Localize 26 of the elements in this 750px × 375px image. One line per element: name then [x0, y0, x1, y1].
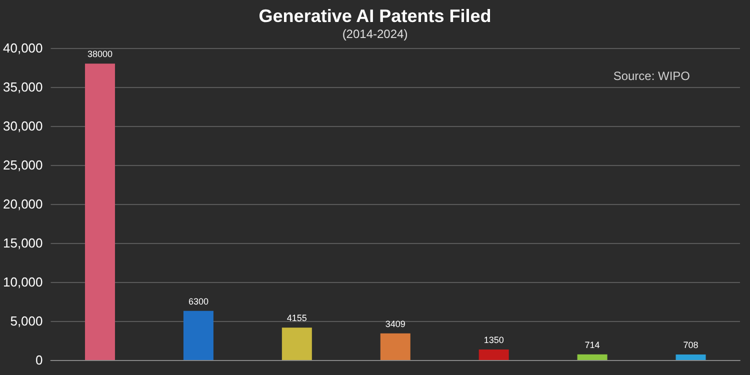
- y-tick-label: 40,000: [2, 40, 43, 56]
- y-tick-label: 10,000: [2, 274, 43, 290]
- data-label: 714: [584, 340, 600, 350]
- y-tick-label: 30,000: [2, 118, 43, 134]
- y-tick-label: 25,000: [2, 158, 43, 172]
- data-label: 6300: [188, 296, 208, 306]
- chart-subtitle: (2014-2024): [342, 27, 408, 41]
- y-tick-label: 15,000: [2, 236, 43, 250]
- y-tick-label: 35,000: [2, 80, 43, 94]
- bar: [676, 354, 706, 360]
- data-label: 38000: [87, 49, 113, 60]
- y-tick-label: 0: [36, 352, 43, 368]
- data-label: 1350: [484, 334, 504, 345]
- bar: [84, 64, 115, 360]
- chart-title: Generative AI Patents Filed: [258, 6, 492, 26]
- bar: [380, 333, 410, 360]
- data-label: 3409: [385, 318, 406, 329]
- y-tick-label: 5,000: [10, 314, 43, 328]
- bar: [282, 328, 312, 360]
- data-label: 708: [683, 340, 698, 350]
- bar: [577, 354, 608, 360]
- bar: [183, 310, 214, 360]
- bar: [478, 349, 509, 360]
- data-label: 4155: [286, 313, 307, 324]
- annotation: Source: WIPO: [613, 69, 690, 83]
- y-tick-label: 20,000: [2, 196, 43, 212]
